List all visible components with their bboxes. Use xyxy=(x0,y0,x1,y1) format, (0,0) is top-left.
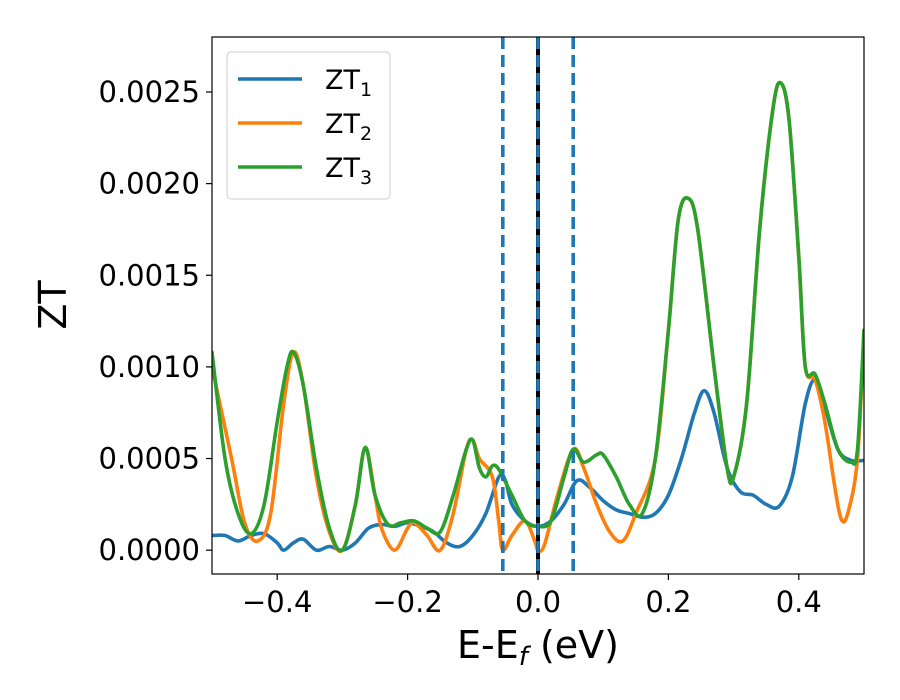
y-tick-label: 0.0025 xyxy=(99,75,200,109)
x-axis-title: E-Ef (eV) xyxy=(457,623,619,672)
x-tick-label: 0.0 xyxy=(515,585,561,619)
y-tick-label: 0.0010 xyxy=(99,350,200,384)
series-line-zt3 xyxy=(212,80,864,553)
y-tick-label: 0.0000 xyxy=(99,533,200,567)
x-tick-label: −0.2 xyxy=(372,585,442,619)
legend-label-zt2: ZT2 xyxy=(325,109,372,145)
y-axis: 0.0000 0.0005 0.0010 0.0015 0.0020 0.0025 xyxy=(99,75,212,567)
legend-box xyxy=(226,51,391,200)
y-tick-label: 0.0020 xyxy=(99,167,200,201)
legend-label-zt3: ZT3 xyxy=(325,153,372,189)
y-tick-label: 0.0015 xyxy=(99,258,200,292)
y-axis-title: ZT xyxy=(31,280,75,330)
x-tick-label: −0.4 xyxy=(242,585,312,619)
y-tick-label: 0.0005 xyxy=(99,442,200,476)
legend-label-zt1: ZT1 xyxy=(325,65,372,101)
legend: ZT1 ZT2 ZT3 xyxy=(226,51,391,200)
x-tick-label: 0.2 xyxy=(645,585,691,619)
x-axis: −0.4 −0.2 0.0 0.2 0.4 xyxy=(242,574,822,619)
plot-area xyxy=(212,37,864,574)
x-tick-label: 0.4 xyxy=(776,585,822,619)
